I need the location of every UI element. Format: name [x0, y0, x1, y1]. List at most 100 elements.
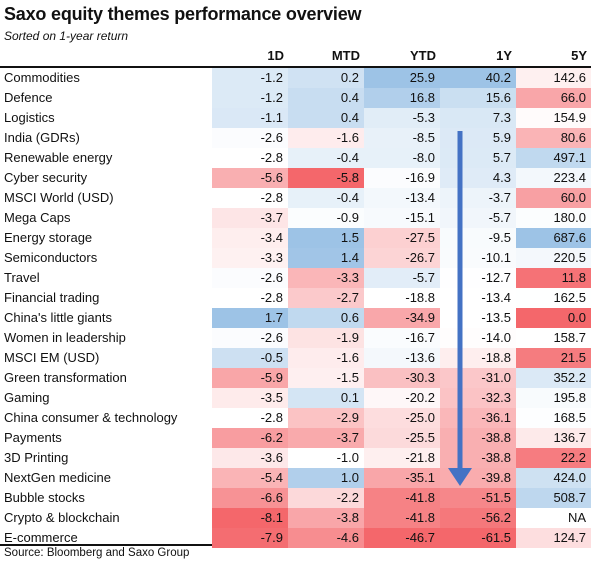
value-cell: -25.0	[364, 408, 440, 428]
value-cell: -13.6	[364, 348, 440, 368]
value-cell: 223.4	[516, 168, 591, 188]
value-cell: 21.5	[516, 348, 591, 368]
value-cell: -15.1	[364, 208, 440, 228]
table-row: Travel -2.6 -3.3 -5.7 -12.7 11.8	[0, 268, 591, 288]
value-cell: 424.0	[516, 468, 591, 488]
value-cell: -3.8	[288, 508, 364, 528]
value-cell: -2.8	[212, 188, 288, 208]
value-cell: 1.0	[288, 468, 364, 488]
value-cell: -1.9	[288, 328, 364, 348]
value-cell: 0.1	[288, 388, 364, 408]
value-cell: -35.1	[364, 468, 440, 488]
value-cell: -18.8	[440, 348, 516, 368]
value-cell: 0.2	[288, 68, 364, 88]
value-cell: -2.6	[212, 328, 288, 348]
value-cell: -3.5	[212, 388, 288, 408]
table-row: Energy storage -3.4 1.5 -27.5 -9.5 687.6	[0, 228, 591, 248]
theme-name: Energy storage	[4, 230, 93, 245]
value-cell: -26.7	[364, 248, 440, 268]
value-cell: -5.9	[212, 368, 288, 388]
table-row: Defence -1.2 0.4 16.8 15.6 66.0	[0, 88, 591, 108]
value-cell: -36.1	[440, 408, 516, 428]
value-cell: -3.6	[212, 448, 288, 468]
theme-name: Travel	[4, 270, 40, 285]
chart-subtitle: Sorted on 1-year return	[4, 29, 129, 43]
value-cell: -2.6	[212, 268, 288, 288]
table-row: Mega Caps -3.7 -0.9 -15.1 -5.7 180.0	[0, 208, 591, 228]
theme-name: NextGen medicine	[4, 470, 111, 485]
theme-name: 3D Printing	[4, 450, 69, 465]
value-cell: 0.0	[516, 308, 591, 328]
value-cell: -31.0	[440, 368, 516, 388]
value-cell: -1.6	[288, 348, 364, 368]
value-cell: -0.4	[288, 148, 364, 168]
value-cell: -0.9	[288, 208, 364, 228]
value-cell: -6.2	[212, 428, 288, 448]
value-cell: -21.8	[364, 448, 440, 468]
value-cell: -0.5	[212, 348, 288, 368]
theme-name: India (GDRs)	[4, 130, 80, 145]
value-cell: 220.5	[516, 248, 591, 268]
theme-name: Gaming	[4, 390, 50, 405]
table-row: MSCI EM (USD) -0.5 -1.6 -13.6 -18.8 21.5	[0, 348, 591, 368]
value-cell: -3.3	[212, 248, 288, 268]
value-cell: 1.7	[212, 308, 288, 328]
value-cell: -39.8	[440, 468, 516, 488]
table-row: India (GDRs) -2.6 -1.6 -8.5 5.9 80.6	[0, 128, 591, 148]
value-cell: -8.5	[364, 128, 440, 148]
value-cell: 66.0	[516, 88, 591, 108]
value-cell: 5.7	[440, 148, 516, 168]
value-cell: -14.0	[440, 328, 516, 348]
value-cell: -12.7	[440, 268, 516, 288]
table-row: NextGen medicine -5.4 1.0 -35.1 -39.8 424.0	[0, 468, 591, 488]
value-cell: -51.5	[440, 488, 516, 508]
value-cell: -41.8	[364, 508, 440, 528]
table-row: Logistics -1.1 0.4 -5.3 7.3 154.9	[0, 108, 591, 128]
value-cell: 40.2	[440, 68, 516, 88]
value-cell: 687.6	[516, 228, 591, 248]
value-cell: 162.5	[516, 288, 591, 308]
value-cell: -13.4	[440, 288, 516, 308]
value-cell: -3.4	[212, 228, 288, 248]
value-cell: 195.8	[516, 388, 591, 408]
value-cell: 0.6	[288, 308, 364, 328]
value-cell: 180.0	[516, 208, 591, 228]
table-row: Women in leadership -2.6 -1.9 -16.7 -14.0 158…	[0, 328, 591, 348]
theme-name: Financial trading	[4, 290, 100, 305]
value-cell: -5.7	[440, 208, 516, 228]
value-cell: 11.8	[516, 268, 591, 288]
value-cell: -2.6	[212, 128, 288, 148]
value-cell: 7.3	[440, 108, 516, 128]
value-cell: -34.9	[364, 308, 440, 328]
value-cell: -13.5	[440, 308, 516, 328]
theme-name: Commodities	[4, 70, 80, 85]
value-cell: -3.7	[288, 428, 364, 448]
value-cell: -3.7	[212, 208, 288, 228]
value-cell: -1.0	[288, 448, 364, 468]
theme-name: Logistics	[4, 110, 55, 125]
value-cell: -6.6	[212, 488, 288, 508]
table-row: Payments -6.2 -3.7 -25.5 -38.8 136.7	[0, 428, 591, 448]
theme-name: Semiconductors	[4, 250, 98, 265]
theme-name: Green transformation	[4, 370, 127, 385]
value-cell: -1.1	[212, 108, 288, 128]
value-cell: -18.8	[364, 288, 440, 308]
value-cell: 60.0	[516, 188, 591, 208]
theme-name: Mega Caps	[4, 210, 71, 225]
value-cell: -3.7	[440, 188, 516, 208]
column-header: 1Y	[496, 48, 512, 63]
column-header: YTD	[410, 48, 436, 63]
value-cell: -9.5	[440, 228, 516, 248]
value-cell: 22.2	[516, 448, 591, 468]
value-cell: -56.2	[440, 508, 516, 528]
value-cell: -38.8	[440, 428, 516, 448]
value-cell: -61.5	[440, 528, 516, 548]
value-cell: 0.4	[288, 88, 364, 108]
value-cell: 15.6	[440, 88, 516, 108]
value-cell: 154.9	[516, 108, 591, 128]
value-cell: -10.1	[440, 248, 516, 268]
value-cell: 80.6	[516, 128, 591, 148]
theme-name: Crypto & blockchain	[4, 510, 120, 525]
value-cell: 136.7	[516, 428, 591, 448]
theme-name: E-commerce	[4, 530, 78, 545]
